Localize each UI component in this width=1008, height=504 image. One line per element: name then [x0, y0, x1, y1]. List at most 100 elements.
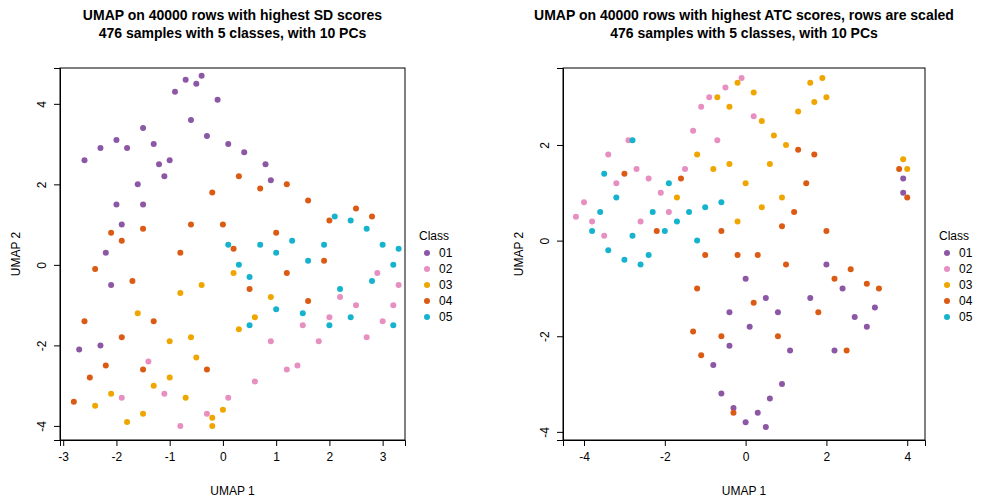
point — [771, 132, 777, 138]
point — [97, 342, 103, 348]
y-tick-mark — [557, 145, 563, 146]
point — [718, 333, 724, 339]
x-tick-label: -4 — [579, 450, 590, 464]
point — [119, 222, 125, 228]
point — [140, 226, 146, 232]
x-tick: 0 — [743, 440, 750, 464]
point — [726, 104, 732, 110]
point — [209, 415, 215, 421]
x-tick-mark — [276, 440, 277, 446]
point — [876, 285, 882, 291]
point — [629, 137, 635, 143]
panel: UMAP on 40000 rows with highest SD score… — [9, 7, 453, 498]
legend-label: 01 — [439, 246, 453, 260]
figure: UMAP on 40000 rows with highest SD score… — [0, 0, 1008, 504]
point — [108, 230, 114, 236]
point — [305, 258, 311, 264]
point — [702, 252, 708, 258]
point — [326, 218, 332, 224]
y-tick-label: -4 — [538, 427, 552, 438]
point — [872, 305, 878, 311]
point — [225, 395, 231, 401]
y-tick-label: -4 — [35, 421, 49, 432]
point — [589, 228, 595, 234]
y-tick-mark — [557, 336, 563, 337]
point — [795, 147, 801, 153]
point — [601, 233, 607, 239]
point — [823, 94, 829, 100]
point — [348, 314, 354, 320]
point — [284, 181, 290, 187]
point — [904, 195, 910, 201]
point — [188, 222, 194, 228]
point — [710, 166, 716, 172]
y-tick-label: 0 — [538, 237, 552, 244]
point — [743, 419, 749, 425]
point — [666, 180, 672, 186]
point — [316, 338, 322, 344]
x-tick: -3 — [58, 440, 69, 464]
x-tick: 1 — [273, 440, 280, 464]
y-tick: -4 — [35, 421, 60, 432]
point — [284, 270, 290, 276]
point — [763, 424, 769, 430]
point — [76, 346, 82, 352]
point — [613, 180, 619, 186]
point — [718, 391, 724, 397]
point — [199, 73, 205, 79]
point — [231, 246, 237, 252]
plot-frame — [563, 68, 925, 440]
point — [819, 75, 825, 81]
point — [396, 246, 402, 252]
legend-marker — [424, 298, 430, 304]
point — [87, 375, 93, 381]
y-axis-title: UMAP 2 — [512, 231, 526, 276]
point — [852, 314, 858, 320]
point — [844, 348, 850, 354]
x-tick-mark — [63, 440, 64, 446]
point — [823, 228, 829, 234]
point — [140, 411, 146, 417]
point — [787, 348, 793, 354]
y-tick: -2 — [538, 331, 563, 342]
point — [904, 166, 910, 172]
point — [690, 328, 696, 334]
y-tick-label: 2 — [35, 181, 49, 188]
x-tick: 4 — [904, 440, 911, 464]
point — [124, 145, 130, 151]
y-tick-mark — [54, 345, 60, 346]
point — [183, 77, 189, 83]
point — [215, 97, 221, 103]
x-tick: -4 — [579, 440, 590, 464]
point — [204, 411, 210, 417]
point — [759, 204, 765, 210]
legend-title: Class — [939, 229, 969, 243]
point — [743, 180, 749, 186]
point — [775, 309, 781, 315]
point — [193, 354, 199, 360]
point — [682, 166, 688, 172]
point — [119, 334, 125, 340]
x-tick: 2 — [327, 440, 334, 464]
point — [113, 201, 119, 207]
point — [795, 109, 801, 115]
point — [621, 171, 627, 177]
point — [81, 318, 87, 324]
legend: Class0102030405 — [939, 229, 973, 324]
point — [177, 423, 183, 429]
point — [108, 391, 114, 397]
y-tick: 4 — [35, 101, 60, 108]
point — [353, 206, 359, 212]
point — [241, 149, 247, 155]
point — [183, 395, 189, 401]
point — [864, 324, 870, 330]
y-tick-label: -2 — [35, 340, 49, 351]
point — [300, 322, 306, 328]
point — [638, 262, 644, 268]
point — [690, 128, 696, 134]
point — [156, 161, 162, 167]
point — [751, 113, 757, 119]
point — [650, 209, 656, 215]
title: UMAP on 40000 rows with highest SD score… — [83, 7, 382, 23]
point — [268, 294, 274, 300]
